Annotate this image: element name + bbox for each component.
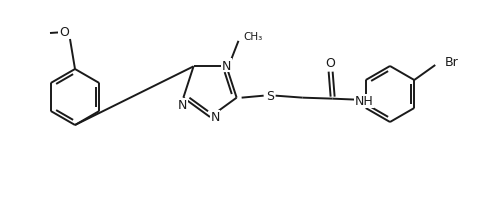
Text: NH: NH xyxy=(354,95,373,108)
Text: O: O xyxy=(326,57,336,70)
Text: Br: Br xyxy=(445,56,459,69)
Text: S: S xyxy=(266,90,274,103)
Text: O: O xyxy=(59,26,69,39)
Text: N: N xyxy=(210,111,220,124)
Text: CH₃: CH₃ xyxy=(244,32,262,42)
Text: N: N xyxy=(222,60,231,73)
Text: N: N xyxy=(178,99,187,112)
